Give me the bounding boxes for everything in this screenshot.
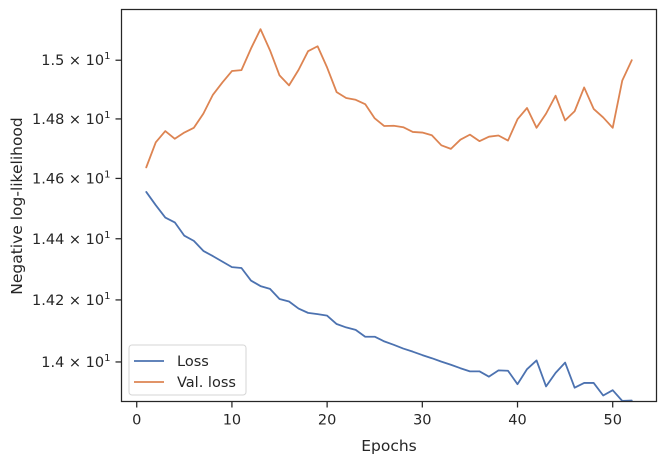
axis-ticks: 0 10 20 30 40 50 1.4 × 101 1.42 × 101 1.44 × 101…: [32, 51, 622, 428]
y-tick-label: 1.4 × 101: [41, 353, 110, 371]
legend-label-val-loss: Val. loss: [177, 375, 236, 391]
x-tick-label: 20: [318, 413, 336, 429]
x-tick-label: 10: [223, 413, 241, 429]
legend: Loss Val. loss: [128, 344, 247, 396]
y-tick-label: 1.42 × 101: [32, 291, 110, 309]
y-tick-label: 1.5 × 101: [41, 51, 110, 69]
x-axis-label: Epochs: [361, 437, 417, 455]
series-line-val-loss: [145, 28, 633, 169]
legend-label-loss: Loss: [177, 354, 209, 370]
x-tick-label: 30: [413, 413, 431, 429]
y-tick-label: 1.48 × 101: [32, 110, 110, 128]
x-tick-label: 40: [508, 413, 526, 429]
series-line-loss: [145, 191, 633, 402]
series-lines: [145, 28, 633, 402]
y-axis-label: Negative log-likelihood: [8, 117, 26, 295]
y-tick-label: 1.46 × 101: [32, 169, 110, 187]
x-tick-label: 50: [603, 413, 621, 429]
plot-frame: [120, 8, 658, 403]
y-tick-label: 1.44 × 101: [32, 230, 110, 248]
x-tick-label: 0: [132, 413, 141, 429]
